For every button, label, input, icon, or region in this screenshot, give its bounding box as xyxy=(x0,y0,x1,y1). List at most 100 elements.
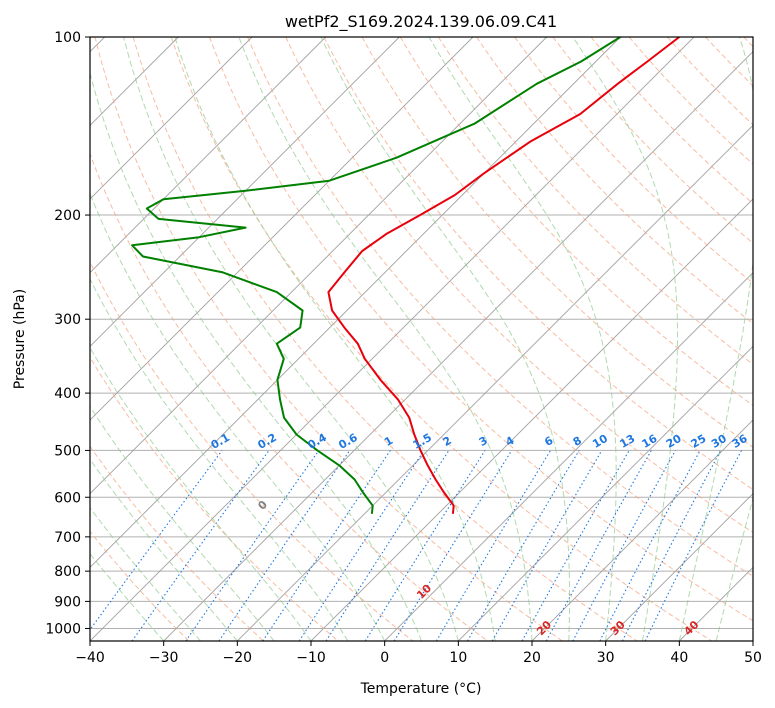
isotherm-line xyxy=(384,272,753,641)
mixing-ratio-line xyxy=(262,450,391,641)
mixing-ratio-line xyxy=(621,450,722,641)
dry-adiabat-line xyxy=(667,37,753,126)
mixing-ratio-label: 3 xyxy=(477,434,490,449)
moist-adiabat-line xyxy=(678,37,753,641)
moist-adiabat-line xyxy=(238,37,533,641)
chart-title: wetPf2_S169.2024.139.06.09.C41 xyxy=(285,12,557,32)
mixing-ratio-line xyxy=(393,450,513,641)
dry-adiabat-line xyxy=(90,356,339,641)
dry-adiabat-line xyxy=(94,37,563,641)
x-axis-title: Temperature (°C) xyxy=(360,681,482,697)
x-tick-label: 10 xyxy=(449,650,467,666)
isotherm-line xyxy=(90,37,253,200)
y-tick-label: 800 xyxy=(54,564,81,580)
temperature-profile-line xyxy=(327,37,680,514)
isotherm-line xyxy=(605,493,753,641)
y-tick-label: 700 xyxy=(54,530,81,546)
y-tick-label: 1000 xyxy=(45,621,81,637)
mixing-ratio-label: 8 xyxy=(571,434,584,449)
moist-adiabat-line xyxy=(123,37,459,641)
dry-adiabat-line xyxy=(90,152,488,641)
mixing-ratio-label: 25 xyxy=(689,432,709,451)
x-tick-label: 40 xyxy=(670,650,688,666)
mixing-ratio-line xyxy=(90,450,223,631)
dry-adiabat-label: 0 xyxy=(255,498,270,513)
mixing-ratio-label: 36 xyxy=(730,432,750,451)
mixing-ratio-label: 30 xyxy=(709,432,729,451)
isotherm-line xyxy=(752,640,753,641)
isotherm-line xyxy=(310,198,753,641)
dry-adiabat-line xyxy=(514,37,753,284)
dewpoint-profile-line xyxy=(131,37,621,514)
mixing-ratio-line xyxy=(545,450,652,641)
isotherm-line xyxy=(531,419,753,641)
moist-adiabat-line xyxy=(90,552,165,641)
dry-adiabat-line xyxy=(628,37,753,165)
dry-adiabat-line xyxy=(170,37,712,641)
dry-adiabat-label: 20 xyxy=(534,618,554,638)
moist-adiabat-line xyxy=(90,405,275,641)
mixing-ratio-label: 16 xyxy=(640,432,660,451)
dry-adiabat-label: 30 xyxy=(608,618,628,638)
x-tick-label: 20 xyxy=(523,650,541,666)
mixing-ratio-line xyxy=(572,450,676,641)
x-tick-label: −20 xyxy=(223,650,253,666)
moist-adiabat-line xyxy=(90,346,312,641)
moist-adiabat-line xyxy=(90,277,349,641)
dry-adiabat-line xyxy=(247,37,753,577)
dry-adiabat-label: 40 xyxy=(682,618,702,638)
y-tick-label: 900 xyxy=(54,594,81,610)
y-tick-label: 600 xyxy=(54,490,81,506)
mixing-ratio-label: 2 xyxy=(441,434,454,449)
mixing-ratio-line xyxy=(218,450,351,641)
y-tick-label: 100 xyxy=(54,30,81,46)
moist-adiabat-line xyxy=(715,496,753,641)
y-tick-label: 300 xyxy=(54,312,81,328)
dry-adiabat-line xyxy=(590,37,753,205)
y-tick-label: 200 xyxy=(54,208,81,224)
moist-adiabat-line xyxy=(90,506,201,641)
isotherm-line xyxy=(237,124,753,641)
dry-adiabat-line xyxy=(90,530,190,641)
moist-adiabat-line xyxy=(174,37,496,641)
dry-adiabat-line xyxy=(743,37,753,48)
moist-adiabat-line xyxy=(90,192,386,641)
moist-adiabat-line xyxy=(320,37,570,641)
x-tick-label: −40 xyxy=(75,650,105,666)
mixing-ratio-line xyxy=(298,450,425,641)
x-tick-label: −10 xyxy=(296,650,326,666)
moist-adiabat-line xyxy=(90,71,422,641)
mixing-ratio-line xyxy=(644,450,742,641)
dry-adiabat-line xyxy=(323,37,753,491)
plot-frame xyxy=(89,36,754,642)
x-tick-label: 30 xyxy=(597,650,615,666)
y-tick-label: 500 xyxy=(54,443,81,459)
mixing-ratio-label: 1 xyxy=(382,434,395,449)
isotherm-line xyxy=(90,37,621,568)
x-tick-label: 50 xyxy=(744,650,762,666)
moist-adiabat-line xyxy=(428,37,617,641)
isotherm-line xyxy=(90,37,400,347)
isotherm-line xyxy=(90,37,474,421)
mixing-ratio-line xyxy=(185,450,320,641)
mixing-ratio-label: 0.4 xyxy=(306,431,330,452)
mixing-ratio-line xyxy=(435,450,552,641)
dry-adiabat-line xyxy=(285,37,753,534)
dry-adiabat-line xyxy=(90,445,264,641)
y-tick-label: 400 xyxy=(54,386,81,402)
mixing-ratio-line xyxy=(325,450,450,641)
isotherm-line xyxy=(679,566,753,641)
dry-adiabat-line xyxy=(399,37,753,407)
moist-adiabat-line xyxy=(572,37,678,641)
isotherm-line xyxy=(90,37,326,274)
isotherm-line xyxy=(458,345,753,641)
x-tick-label: 0 xyxy=(380,650,389,666)
dry-adiabat-line xyxy=(437,37,753,365)
mixing-ratio-line xyxy=(467,450,580,641)
dry-adiabat-line xyxy=(132,37,638,641)
isotherm-line xyxy=(163,51,753,641)
mixing-ratio-label: 10 xyxy=(590,432,610,451)
mixing-ratio-line xyxy=(521,450,630,641)
isotherm-line xyxy=(90,37,695,641)
